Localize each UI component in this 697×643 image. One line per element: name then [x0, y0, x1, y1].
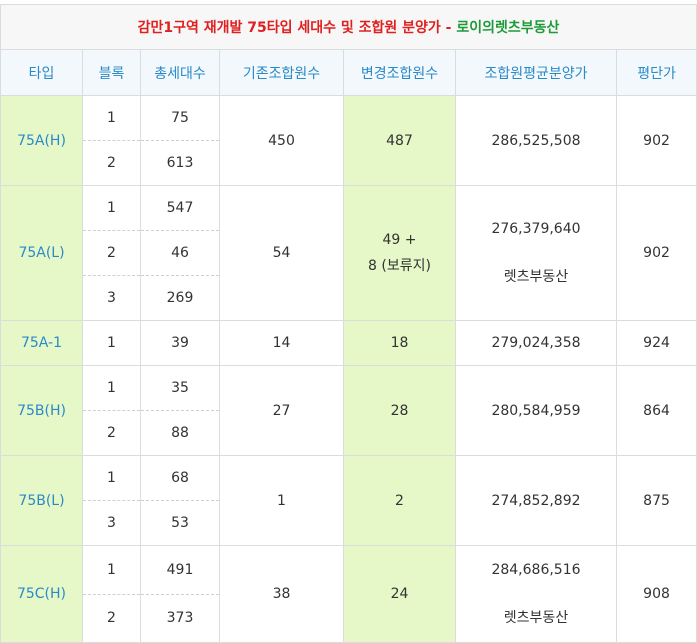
- table-row: 2 88: [1, 410, 697, 456]
- price-cell: 276,379,640 렛츠부동산: [455, 185, 617, 321]
- title-main: 감만1구역 재개발 75타입 세대수 및 조합원 분양가: [137, 20, 441, 36]
- existing-cell: 14: [219, 320, 344, 366]
- changed-cell: 18: [343, 320, 456, 366]
- header-per-pyeong: 평단가: [615, 49, 697, 96]
- table-row: 2 373: [1, 593, 697, 643]
- header-type: 타입: [0, 49, 83, 96]
- existing-cell: 27: [219, 365, 344, 456]
- table-row: 75A(H) 1 75 450 487 286,525,508 902: [0, 95, 697, 186]
- per-pyeong-cell: 864: [615, 365, 697, 456]
- price-value: 276,379,640: [491, 221, 581, 237]
- price-value: 284,686,516: [491, 562, 581, 578]
- price-cell: 284,686,516 렛츠부동산: [455, 545, 617, 643]
- type-cell: 75A(H): [0, 95, 83, 186]
- changed-cell: 28: [343, 365, 456, 456]
- table-row: 2 613: [1, 140, 697, 186]
- header-changed-members: 변경조합원수: [343, 49, 456, 96]
- block-cell: 2: [82, 230, 141, 276]
- price-cell: 274,852,892: [455, 455, 617, 546]
- type-cell: 75B(H): [0, 365, 83, 456]
- units-cell: 613: [140, 140, 220, 186]
- table-row: 75C(H) 1 491 38 24 284,686,516 렛츠부동산 908: [0, 545, 697, 643]
- changed-line-1: 49 +: [382, 232, 417, 248]
- per-pyeong-cell: 902: [615, 185, 697, 321]
- units-cell: 491: [140, 545, 220, 595]
- units-cell: 269: [140, 275, 220, 321]
- units-cell: 373: [140, 593, 220, 643]
- changed-cell: 49 + 8 (보류지): [343, 185, 456, 321]
- block-cell: 1: [82, 185, 141, 231]
- block-cell: 1: [82, 95, 141, 141]
- header-total-units: 총세대수: [140, 49, 220, 96]
- table-row: 75A-1 1 39 14 18 279,024,358 924: [0, 320, 697, 366]
- table-row: 75A(L) 1 547 54 49 + 8 (보류지) 276,379,640…: [0, 185, 697, 321]
- block-cell: 3: [82, 500, 141, 546]
- existing-cell: 450: [219, 95, 344, 186]
- block-cell: 2: [82, 593, 141, 643]
- per-pyeong-cell: 908: [615, 545, 697, 643]
- price-cell: 279,024,358: [455, 320, 617, 366]
- price-table: 감만1구역 재개발 75타입 세대수 및 조합원 분양가 - 로이의렛츠부동산 …: [0, 4, 697, 643]
- table-row: 75B(H) 1 35 27 28 280,584,959 864: [0, 365, 697, 456]
- watermark-text: 렛츠부동산: [503, 269, 569, 285]
- type-cell: 75B(L): [0, 455, 83, 546]
- existing-cell: 54: [219, 185, 344, 321]
- existing-cell: 1: [219, 455, 344, 546]
- header-row: 타입 블록 총세대수 기존조합원수 변경조합원수 조합원평균분양가 평단가: [0, 49, 697, 96]
- watermark-text: 렛츠부동산: [503, 610, 569, 626]
- block-cell: 1: [82, 455, 141, 501]
- per-pyeong-cell: 902: [615, 95, 697, 186]
- units-cell: 75: [140, 95, 220, 141]
- existing-cell: 38: [219, 545, 344, 643]
- price-cell: 286,525,508: [455, 95, 617, 186]
- block-cell: 3: [82, 275, 141, 321]
- header-block: 블록: [82, 49, 141, 96]
- units-cell: 88: [140, 410, 220, 456]
- units-cell: 39: [140, 320, 220, 366]
- title-separator: -: [440, 20, 457, 36]
- type-cell: 75A(L): [0, 185, 83, 321]
- units-cell: 547: [140, 185, 220, 231]
- block-cell: 1: [82, 545, 141, 595]
- block-cell: 1: [82, 320, 141, 366]
- type-cell: 75A-1: [0, 320, 83, 366]
- type-cell: 75C(H): [0, 545, 83, 643]
- units-cell: 35: [140, 365, 220, 411]
- units-cell: 68: [140, 455, 220, 501]
- units-cell: 46: [140, 230, 220, 276]
- header-avg-price: 조합원평균분양가: [455, 49, 617, 96]
- block-cell: 2: [82, 140, 141, 186]
- block-cell: 2: [82, 410, 141, 456]
- table-row: 2 46: [1, 230, 697, 276]
- table-row: 3 269: [1, 275, 697, 321]
- table-row: 75B(L) 1 68 1 2 274,852,892 875: [0, 455, 697, 546]
- per-pyeong-cell: 924: [615, 320, 697, 366]
- changed-line-2: 8 (보류지): [368, 258, 431, 274]
- header-existing-members: 기존조합원수: [219, 49, 344, 96]
- price-cell: 280,584,959: [455, 365, 617, 456]
- per-pyeong-cell: 875: [615, 455, 697, 546]
- block-cell: 1: [82, 365, 141, 411]
- title-brand: 로이의렛츠부동산: [456, 20, 560, 36]
- table-title: 감만1구역 재개발 75타입 세대수 및 조합원 분양가 - 로이의렛츠부동산: [0, 4, 697, 50]
- table-row: 3 53: [1, 500, 697, 546]
- changed-cell: 24: [343, 545, 456, 643]
- changed-cell: 2: [343, 455, 456, 546]
- changed-cell: 487: [343, 95, 456, 186]
- units-cell: 53: [140, 500, 220, 546]
